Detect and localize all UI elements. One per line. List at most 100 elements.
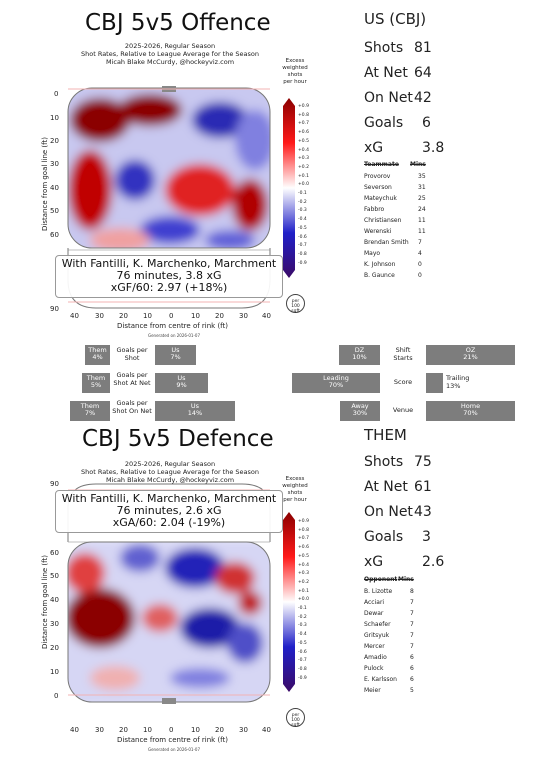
defence-heatmap [67, 483, 271, 704]
split-left-bar: Leading 70% [292, 373, 380, 393]
x-tick: 10 [143, 726, 152, 734]
offence-per-unit: per 100 sqft [286, 294, 305, 314]
bar-value: 21% [463, 353, 478, 361]
bar-side-label: Away [351, 402, 369, 410]
offence-infobox: With Fantilli, K. Marchenko, Marchment 7… [55, 255, 283, 298]
x-tick: 10 [191, 726, 200, 734]
split-bar-label: Score [393, 378, 413, 386]
player-name: B. Gaunce [364, 272, 395, 279]
table-header: Teammate [364, 161, 399, 168]
cb-tick: -0.7 [298, 243, 307, 249]
defence-ylabel: Distance from goal line (ft) [41, 555, 49, 649]
player-name: Pulock [364, 665, 384, 672]
cb-tick: +0.6 [298, 130, 309, 136]
bar-value: 30% [352, 409, 368, 417]
player-name: B. Lizotte [364, 588, 393, 595]
x-tick: 40 [70, 312, 79, 320]
player-name: Gritsyuk [364, 632, 390, 639]
player-mins: 7 [410, 610, 414, 617]
y-tick: 50 [50, 207, 59, 215]
cb-tick: -0.2 [298, 199, 307, 205]
cb-tick: -0.4 [298, 217, 307, 223]
defence-info-line: 76 minutes, 2.6 xG [116, 504, 222, 517]
cb-tick: +0.1 [298, 588, 309, 594]
table-header: Mins [410, 161, 426, 168]
us-stat-value: 3.8 [422, 140, 445, 156]
player-mins: 7 [410, 643, 414, 650]
bar-value: 10% [352, 353, 367, 361]
offence-colorbar [283, 98, 295, 278]
us-stat-label: Shots [364, 40, 404, 56]
offence-subtitle-line: 2025-2026, Regular Season [124, 42, 216, 50]
player-mins: 6 [410, 665, 414, 672]
y-tick: 20 [50, 137, 59, 145]
x-tick: 10 [143, 312, 152, 320]
offence-subtitle: 2025-2026, Regular Season Shot Rates, Re… [40, 42, 300, 66]
colorbar-label: Excess weighted shots per hour [275, 58, 315, 86]
them-rate-bar: Them 7% [70, 401, 110, 421]
colorbar-label-line: per hour [283, 79, 307, 85]
offence-info-line: With Fantilli, K. Marchenko, Marchment [61, 257, 277, 270]
offence-subtitle-line: Shot Rates, Relative to League Average f… [80, 50, 260, 58]
player-name: Fabbro [364, 206, 385, 213]
cb-tick: +0.0 [298, 182, 309, 188]
cb-tick: -0.3 [298, 208, 307, 214]
player-name: Severson [364, 184, 392, 191]
player-mins: 8 [410, 588, 414, 595]
colorbar-label-line: shots [287, 490, 303, 496]
offence-heatmap [67, 86, 271, 309]
bar-value: 13% [446, 381, 461, 390]
bar-side-label: Us [171, 346, 180, 354]
cb-tick: +0.4 [298, 562, 309, 568]
split-bar-label: Venue [392, 406, 414, 414]
them-stat-label: Goals [364, 529, 404, 545]
cb-tick: +0.7 [298, 536, 309, 542]
bar-value: 7% [170, 353, 181, 361]
us-stat-value: 64 [414, 65, 432, 81]
defence-colorbar [283, 512, 295, 692]
bar-side-label: Us [177, 374, 186, 382]
colorbar-label-line: weighted [282, 65, 308, 71]
table-header: Opponent [364, 576, 398, 583]
per-unit-line: per [291, 713, 300, 718]
y-tick: 10 [50, 114, 59, 122]
us-stat-label: At Net [364, 65, 408, 81]
player-mins: 35 [418, 173, 426, 180]
colorbar-label-line: shots [287, 72, 303, 78]
x-tick: 20 [215, 726, 224, 734]
defence-generated: Generated on 2026-01-07 [148, 747, 200, 752]
cb-tick: +0.9 [298, 519, 309, 524]
player-mins: 6 [410, 676, 414, 683]
player-name: Schaefer [364, 621, 391, 628]
us-stat-value: 6 [422, 115, 431, 131]
x-tick: 10 [191, 312, 200, 320]
them-stat-label: On Net [364, 504, 413, 520]
colorbar-label-line: weighted [282, 483, 308, 489]
bar-side-label: DZ [354, 346, 365, 354]
cb-tick: +0.1 [298, 173, 309, 179]
bar-value: 14% [187, 409, 203, 417]
defence-title: CBJ 5v5 Defence [82, 426, 274, 452]
cb-tick: +0.5 [298, 138, 309, 144]
cb-tick: +0.8 [298, 112, 309, 118]
us-rate-bar: Us 9% [155, 373, 208, 393]
bar-value: 9% [176, 381, 187, 389]
x-tick: 0 [169, 726, 174, 734]
them-stat-value: 3 [422, 529, 431, 545]
y-tick: 20 [50, 644, 59, 652]
offence-subtitle-line: Micah Blake McCurdy, @hockeyviz.com [105, 58, 235, 66]
cb-tick: -0.7 [298, 658, 307, 664]
cb-tick: +0.8 [298, 527, 309, 533]
cb-tick: +0.3 [298, 571, 309, 577]
cb-tick: +0.7 [298, 121, 309, 127]
y-tick: 60 [50, 549, 59, 557]
them-stat-label: At Net [364, 479, 408, 495]
player-mins: 31 [418, 184, 426, 191]
us-stat-label: On Net [364, 90, 413, 106]
y-tick: 90 [50, 480, 59, 488]
us-stat-label: xG [364, 140, 384, 156]
x-tick: 20 [119, 726, 128, 734]
per-unit-line: sqft [291, 309, 300, 314]
them-stat-value: 75 [414, 454, 432, 470]
us-header: US (CBJ) [364, 10, 427, 28]
